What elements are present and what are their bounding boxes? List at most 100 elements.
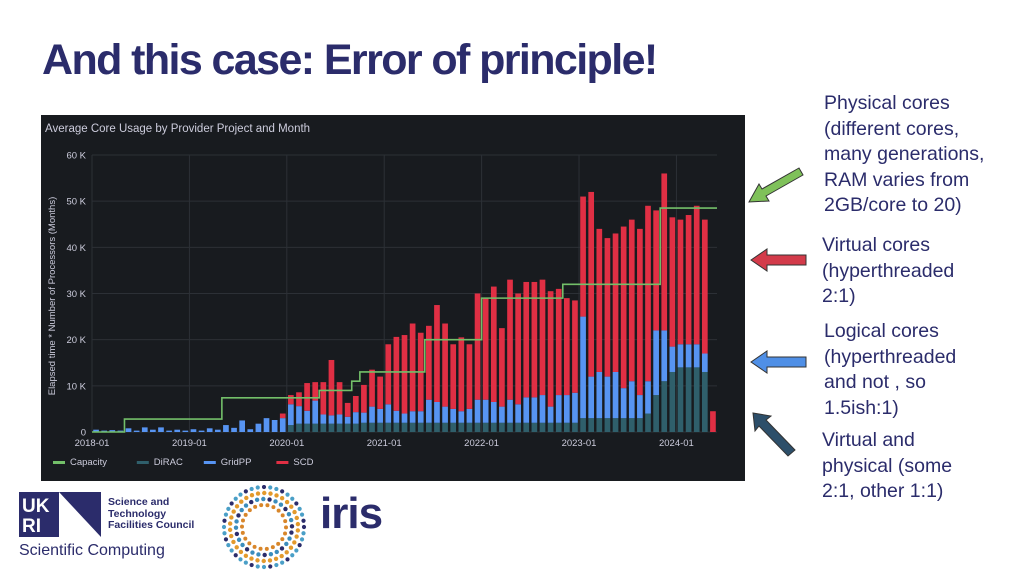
iris-dot [226, 543, 231, 548]
slide-title: And this case: Error of principle! [42, 36, 658, 84]
bar-dirac [693, 367, 700, 432]
bar-scd [344, 402, 351, 417]
bar-scd [661, 173, 668, 331]
legend-label-gridpp: GridPP [221, 457, 252, 468]
bar-gridpp [482, 399, 489, 423]
iris-dot [286, 512, 292, 517]
bar-dirac [458, 422, 465, 432]
iris-dot [223, 537, 229, 542]
bar-scd [653, 210, 659, 331]
iris-dot [249, 499, 254, 505]
bar-scd [361, 384, 367, 413]
y-tick-label: 20 K [66, 335, 86, 346]
bar-gridpp [263, 418, 270, 432]
bar-scd [434, 305, 440, 402]
iris-dot [223, 512, 229, 517]
iris-dot [301, 518, 306, 523]
bar-scd [377, 376, 383, 409]
logos-svg: UK RI [19, 484, 307, 570]
iris-dot [252, 544, 257, 549]
iris-dot [292, 509, 297, 515]
bar-scd [572, 300, 578, 393]
iris-dot [276, 541, 281, 546]
bar-gridpp [158, 427, 164, 432]
iris-dot [261, 484, 267, 490]
svg-text:RI: RI [22, 516, 41, 537]
iris-dot [254, 497, 260, 503]
bar-gridpp [223, 425, 229, 432]
bar-dirac [377, 422, 383, 432]
iris-dot [255, 564, 260, 569]
bar-scd [539, 279, 546, 396]
bar-scd [499, 328, 505, 407]
iris-dot [243, 512, 248, 517]
iris-dot [297, 506, 302, 511]
bar-dirac [580, 418, 586, 432]
bar-dirac [434, 422, 440, 432]
bar-dirac [612, 418, 619, 432]
iris-dot [238, 557, 243, 562]
iris-dot [243, 489, 248, 494]
iris-dot [240, 524, 244, 529]
iris-dot [267, 497, 272, 502]
bar-scd [352, 395, 359, 413]
bar-gridpp [588, 376, 595, 419]
bar-gridpp [296, 406, 302, 424]
chart-panel: Average Core Usage by Provider Project a… [41, 115, 745, 481]
bar-dirac [588, 418, 595, 432]
iris-dot [243, 553, 249, 558]
iris-dot [249, 556, 254, 561]
iris-dot [274, 493, 279, 498]
iris-dot [283, 506, 288, 512]
bar-gridpp [417, 411, 424, 423]
bar-gridpp [547, 406, 554, 423]
iris-dot [234, 545, 239, 550]
iris-dot [279, 553, 284, 559]
bar-gridpp [344, 416, 351, 424]
bar-scd [288, 395, 294, 405]
bar-scd [677, 219, 684, 345]
bar-scd [304, 383, 310, 411]
iris-dot [256, 552, 261, 557]
bar-gridpp [109, 430, 116, 432]
bar-dirac [604, 418, 611, 432]
legend-swatch-scd [276, 461, 289, 464]
iris-dot [222, 531, 227, 536]
iris-dot [249, 493, 255, 498]
iris-dot [276, 508, 281, 513]
bar-dirac [661, 381, 668, 432]
bar-gridpp [701, 353, 708, 372]
bar-gridpp [572, 392, 578, 423]
x-tick-label: 2022-01 [464, 438, 499, 449]
bar-gridpp [247, 429, 254, 432]
ukri-caption: Scientific Computing [19, 542, 165, 559]
iris-dot [280, 537, 285, 542]
bar-scd [669, 217, 676, 347]
bar-scd [450, 344, 457, 409]
bar-dirac [426, 422, 432, 432]
bar-dirac [572, 422, 578, 432]
bar-gridpp [255, 423, 262, 432]
bar-scd [523, 281, 530, 398]
bar-scd [620, 226, 627, 389]
bar-scd [312, 382, 319, 401]
bar-scd [279, 413, 286, 419]
iris-dot [238, 549, 244, 555]
bar-dirac [474, 422, 481, 432]
iris-dot [280, 513, 285, 518]
iris-dot [274, 562, 279, 568]
y-tick-label: 30 K [66, 289, 86, 300]
bar-scd [442, 323, 448, 407]
chart-y-axis-label: Elapsed time * Number of Processors (Mon… [47, 197, 58, 396]
legend-swatch-gridpp [203, 461, 216, 464]
bar-gridpp [637, 395, 643, 419]
bar-gridpp [141, 427, 148, 432]
iris-dot [233, 553, 238, 558]
bar-dirac [401, 422, 408, 432]
bar-gridpp [685, 344, 692, 368]
iris-dot [229, 501, 234, 506]
iris-dot [249, 562, 254, 568]
legend-label-scd: SCD [293, 457, 313, 468]
bar-gridpp [190, 429, 197, 432]
iris-dot [222, 518, 227, 523]
